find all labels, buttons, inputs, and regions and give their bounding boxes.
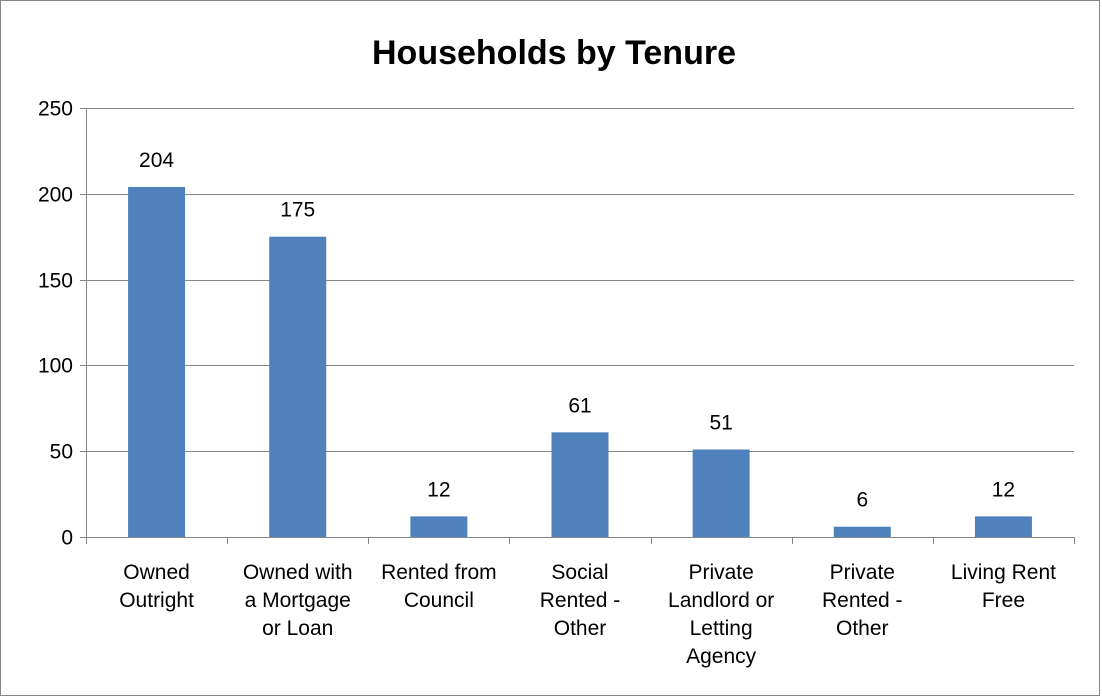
bar bbox=[692, 449, 750, 537]
gridlines bbox=[86, 108, 1074, 452]
x-axis-category-labels: Owned Outright Owned with a Mortgage or Loan… bbox=[119, 561, 1056, 668]
axes bbox=[80, 108, 1075, 544]
bar bbox=[551, 432, 609, 537]
bar bbox=[128, 186, 186, 537]
y-tick-label: 250 bbox=[38, 98, 73, 121]
x-category-label: Owned Outright bbox=[119, 561, 194, 612]
data-label: 12 bbox=[992, 478, 1015, 501]
bars bbox=[128, 186, 1032, 537]
bar bbox=[269, 236, 327, 537]
x-category-label: Private Rented -Other bbox=[822, 561, 903, 640]
x-category-label: Private Landlord or Letting Agency bbox=[668, 561, 774, 668]
bar bbox=[833, 526, 891, 537]
y-tick-label: 200 bbox=[38, 184, 73, 207]
data-label: 204 bbox=[139, 149, 174, 172]
x-category-label: Social Rented -Other bbox=[540, 561, 621, 640]
x-category-label: Living Rent Free bbox=[951, 561, 1056, 612]
data-label: 51 bbox=[709, 411, 732, 434]
data-label: 6 bbox=[856, 489, 868, 512]
y-tick-label: 0 bbox=[61, 527, 73, 550]
data-label: 12 bbox=[427, 478, 450, 501]
x-category-label: Rented from Council bbox=[381, 561, 497, 612]
bar bbox=[974, 516, 1032, 537]
bar bbox=[410, 516, 468, 537]
y-tick-label: 50 bbox=[50, 441, 73, 464]
data-label: 175 bbox=[280, 199, 315, 222]
data-labels: 204 175 12 61 51 6 12 bbox=[139, 149, 1015, 512]
y-axis-tick-labels: 0 50 100 150 200 250 bbox=[38, 98, 73, 550]
y-tick-label: 150 bbox=[38, 270, 73, 293]
chart-title: Households by Tenure bbox=[372, 34, 736, 72]
y-tick-label: 100 bbox=[38, 355, 73, 378]
x-category-label: Owned with a Mortgage or Loan bbox=[243, 561, 353, 640]
data-label: 61 bbox=[568, 394, 591, 417]
